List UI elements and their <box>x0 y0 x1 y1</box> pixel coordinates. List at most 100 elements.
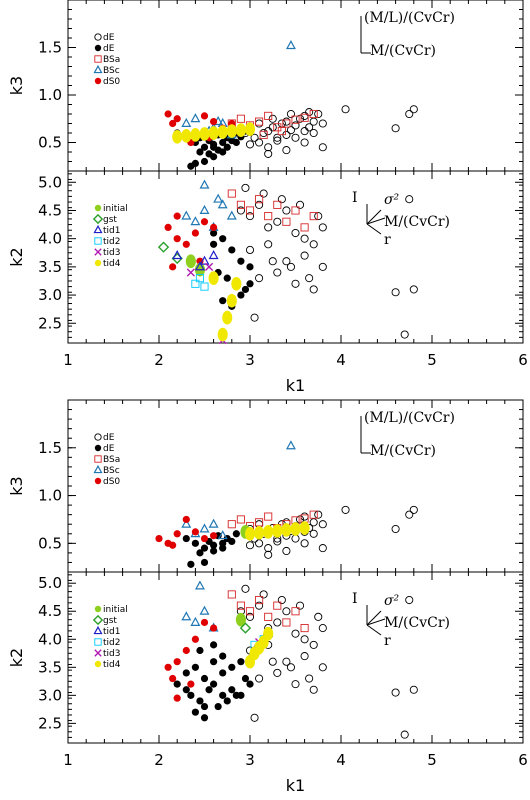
legend-label: BSc <box>103 466 120 476</box>
point-dE <box>210 153 218 161</box>
point-dS0 <box>173 694 181 702</box>
point-dE <box>182 534 190 543</box>
point-dE <box>200 157 209 166</box>
point-dE <box>200 714 209 722</box>
point-gst <box>157 241 170 253</box>
point-dE <box>273 618 282 627</box>
legend-marker <box>93 464 103 474</box>
point-dE <box>309 518 318 527</box>
point-dE <box>210 547 218 555</box>
point-BSc <box>226 210 237 220</box>
point-dE <box>295 601 305 610</box>
point-dE <box>291 680 300 689</box>
point-BSa <box>282 217 291 226</box>
annotation-ml: (M/L)/(CvCr) <box>364 10 455 26</box>
point-dE <box>191 663 199 671</box>
point-dE <box>210 680 218 688</box>
point-track <box>244 526 256 541</box>
point-dE <box>282 257 291 266</box>
legend-marker <box>94 44 102 52</box>
point-dE <box>273 217 282 226</box>
point-BSa <box>245 206 255 215</box>
point-dS0 <box>173 235 181 243</box>
legend-marker <box>93 64 103 74</box>
point-BSa <box>282 119 291 128</box>
panel-top-lower: 2.53.03.54.04.55.01 2 3 4 5 6k1k2initialgstti… <box>7 170 528 395</box>
legend-marker <box>94 649 102 657</box>
annotation-arrow <box>366 618 386 626</box>
point-dE <box>314 109 323 119</box>
point-BSa <box>236 515 245 524</box>
point-BSa <box>255 518 264 527</box>
legend-label: BSc <box>103 66 120 76</box>
y-tick-label: 5.0 <box>38 173 62 191</box>
y-axis-label: k2 <box>7 648 26 667</box>
point-dE <box>219 652 227 660</box>
point-dE <box>210 641 218 649</box>
point-BSa <box>227 590 236 599</box>
point-dE <box>282 546 291 556</box>
point-dE <box>273 668 282 677</box>
annotation-arrow <box>366 624 382 636</box>
point-dE <box>219 138 227 147</box>
point-dE <box>268 257 277 266</box>
point-dE <box>282 607 291 616</box>
point-dE <box>200 674 209 683</box>
point-dE <box>191 708 199 716</box>
point-dS0 <box>173 212 181 220</box>
point-track <box>181 129 192 143</box>
point-BSa <box>300 113 309 122</box>
point-BSc <box>181 518 192 528</box>
point-dS0 <box>191 528 199 536</box>
point-dE <box>309 285 318 294</box>
point-dE <box>264 223 273 232</box>
point-dE <box>228 246 236 254</box>
point-BSa <box>282 618 291 627</box>
point-dE <box>241 183 250 192</box>
point-dE <box>391 524 400 534</box>
point-dE <box>268 123 277 132</box>
point-BSa <box>236 601 245 610</box>
point-dE <box>300 539 309 548</box>
point-dE <box>255 601 264 610</box>
y-tick-label: 0.5 <box>38 534 62 552</box>
point-BSc <box>199 605 210 615</box>
point-dE <box>318 119 327 128</box>
point-dE <box>291 534 300 543</box>
point-dE <box>309 640 318 649</box>
legend-label: BSa <box>103 55 120 65</box>
point-dE <box>273 136 282 145</box>
point-dE <box>309 685 318 694</box>
point-tid3 <box>186 268 195 277</box>
legend-marker <box>94 660 102 668</box>
point-initial <box>235 612 246 627</box>
point-dE <box>200 702 209 711</box>
point-dE <box>228 537 236 546</box>
point-dE <box>210 229 218 237</box>
legend-label: gst <box>103 215 117 225</box>
legend-marker <box>94 477 102 485</box>
point-dE <box>219 235 227 243</box>
point-BSc <box>217 199 228 209</box>
y-tick-label: 1.0 <box>38 487 62 505</box>
point-dE <box>409 285 418 294</box>
point-tid2 <box>195 274 205 283</box>
point-dS0 <box>164 223 172 231</box>
point-dE <box>219 297 227 305</box>
point-dS0 <box>182 240 190 248</box>
point-dE <box>314 612 323 621</box>
panel-top-upper: 0.51.01.5k3dEdEBSaBScdS0(M/L)/(CvCr)M/(C… <box>7 0 524 172</box>
point-dE <box>255 539 264 548</box>
point-tid1 <box>208 250 219 260</box>
point-dE <box>250 713 259 722</box>
x-tick-label: 5 <box>427 351 437 369</box>
legend-marker <box>94 33 102 41</box>
point-dE <box>250 313 259 322</box>
y-tick-label: 1.5 <box>38 439 62 457</box>
legend-marker <box>92 614 104 626</box>
x-tick-label: 2 <box>154 351 164 369</box>
y-tick-label: 2.5 <box>38 314 62 332</box>
point-BSa <box>227 189 236 198</box>
point-dE <box>200 544 209 552</box>
point-track <box>281 523 292 537</box>
